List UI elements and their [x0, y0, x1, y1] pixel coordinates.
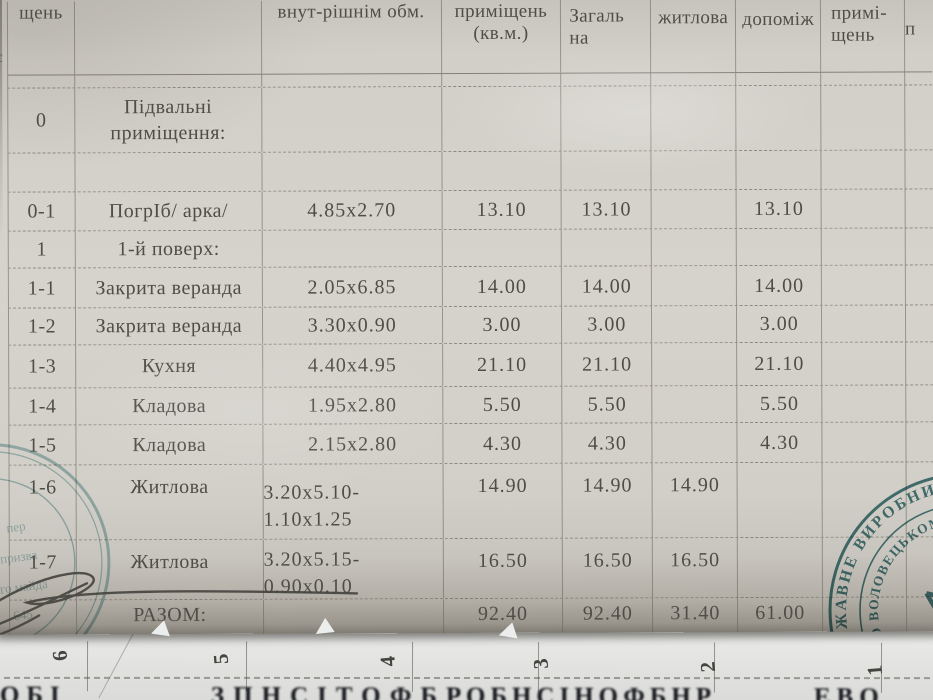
cell-total: 3.00 [562, 306, 653, 343]
cell-total: 14.00 [562, 266, 653, 306]
cell-living [652, 386, 738, 423]
table-row: 0 Підвальні приміщення: [7, 85, 933, 154]
cell-area: 14.90 [443, 463, 564, 539]
cell-room-name: 1-й поверх: [75, 230, 263, 268]
stamp-fragment: призва [0, 547, 38, 567]
cell-dimensions: 3.30х0.90 [262, 307, 443, 344]
cell-total: 5.50 [562, 386, 653, 423]
edge-character: є [0, 49, 3, 66]
cell-room-number: 0-1 [8, 192, 76, 231]
cell-room-number: 1-3 [9, 345, 77, 388]
cell-total: 21.10 [562, 343, 653, 386]
cell-dimensions: 3.20х5.10- 1.10х1.25 [263, 464, 444, 539]
cell-room-number: 1-2 [8, 308, 77, 345]
ruler-number: 3 [528, 657, 554, 670]
cell-room-number: 0 [8, 88, 76, 153]
cell-total: 13.10 [561, 190, 653, 229]
table-row: 1-5 Кладова 2.15х2.80 4.30 4.30 4.30 [8, 422, 933, 466]
cell-room-number: 1 [8, 231, 76, 268]
cell-area: 5.50 [442, 386, 563, 424]
cell-room-name: ПогрІб/ арка/ [75, 191, 263, 231]
totals-living: 31.40 [653, 598, 739, 635]
cell-living: 14.90 [652, 463, 739, 538]
cell-living [652, 423, 738, 463]
cell-dimensions: 4.85х2.70 [262, 191, 443, 230]
header-total-area: Загальна [561, 0, 652, 73]
ruler-number: 6 [47, 649, 73, 662]
document-sheet: є щень внут-рішнім обм. приміщень (кв.м.… [0, 0, 933, 635]
area-table: щень внут-рішнім обм. приміщень (кв.м.) … [6, 0, 933, 635]
cell-total: 4.30 [562, 423, 653, 463]
table-row: 1-6 Житлова 3.20х5.10- 1.10х1.25 14.90 14… [8, 462, 933, 541]
table-row: 1-1 Закрита веранда 2.05х6.85 14.00 14.0… [7, 265, 933, 309]
bottom-edge-text: ЕВО [813, 683, 885, 700]
header-inner-dimensions: внут-рішнім обм. [261, 0, 442, 74]
cell-auxiliary: 21.10 [737, 342, 823, 386]
cell-auxiliary: 13.10 [736, 189, 822, 229]
cell-dimensions: 1.95х2.80 [262, 387, 443, 424]
cell-room-name: Закрита веранда [75, 267, 263, 308]
cell-auxiliary: 14.00 [737, 265, 823, 306]
cell-living [652, 306, 738, 343]
cell-room-name: Підвальні приміщення: [75, 87, 263, 153]
header-room-number: щень [7, 1, 76, 75]
cell-room-number: 1-1 [8, 268, 76, 308]
cell-room-name: Закрита веранда [75, 307, 263, 345]
cell-dimensions: 4.40х4.95 [262, 344, 443, 387]
cell-living: 16.50 [653, 538, 739, 598]
ruler-tick [86, 641, 89, 692]
underlying-sheet: 6 5 4 3 2 1 ОБІ ЗПНСІТОФБР ОБНСІНОФБНР Е… [0, 628, 933, 700]
table-row [7, 150, 933, 193]
paper-crease [98, 628, 138, 699]
totals-total: 92.40 [563, 598, 654, 635]
cell-total: 14.90 [562, 463, 654, 538]
table-row: 1 1-й поверх: [7, 228, 933, 269]
header-rooms: примі-щень [821, 0, 906, 72]
cell-auxiliary: 5.50 [737, 385, 823, 423]
ruler-number: 4 [375, 655, 401, 668]
paper-tear [498, 620, 521, 639]
table-row: 1-4 Кладова 1.95х2.80 5.50 5.50 5.50 [8, 385, 933, 426]
cell-area: 14.00 [442, 266, 563, 307]
ruler-number: 1 [862, 664, 888, 677]
cell-area: 3.00 [442, 306, 563, 344]
ruler-number: 2 [695, 660, 721, 674]
cell-dimensions: 2.15х2.80 [263, 424, 444, 464]
cell-room-name: Кухня [76, 344, 263, 388]
table-row: 0-1 ПогрІб/ арка/ 4.85х2.70 13.10 13.10 … [7, 189, 933, 232]
signature [0, 571, 359, 635]
cell-auxiliary: 3.00 [737, 305, 823, 343]
table-row: 1-3 Кухня 4.40х4.95 21.10 21.10 21.10 [8, 342, 933, 389]
header-edge-partial: п [904, 18, 916, 40]
header-auxiliary-area: допоміж [736, 0, 822, 73]
bottom-edge-text: ОБНСІНОФБНР [465, 682, 717, 700]
header-area-sqm: приміщень (кв.м.) [441, 0, 562, 74]
ruler-dashed-line [0, 676, 933, 680]
table-header-row: щень внут-рішнім обм. приміщень (кв.м.) … [6, 0, 933, 76]
cell-living [652, 266, 738, 306]
photo-edge-shadow [0, 0, 3, 244]
stamp-fragment: пер [5, 518, 26, 535]
cell-living [652, 343, 738, 386]
official-stamp-right: ДЕРЖАВНЕ ВИРОБНИЧЕ ПІДПР ПО ВОЛОВЕЦЬКОМУ… [800, 445, 933, 635]
paper-tear [314, 617, 335, 634]
table-row: 1-2 Закрита веранда 3.30х0.90 3.00 3.00 … [7, 305, 933, 346]
cell-living [651, 190, 737, 229]
bottom-edge-text: ОБІ [0, 682, 67, 700]
paper-tear [151, 618, 172, 637]
ruler-number: 5 [208, 652, 234, 666]
cell-area: 4.30 [442, 423, 563, 464]
cell-total: 16.50 [563, 538, 654, 598]
cell-dimensions: 2.05х6.85 [262, 267, 443, 307]
trident-emblem [924, 568, 933, 635]
header-room-name [74, 0, 262, 75]
cell-area: 16.50 [443, 538, 564, 599]
cell-area: 21.10 [442, 343, 563, 387]
cell-area: 13.10 [442, 190, 563, 230]
bottom-edge-text: ЗПНСІТОФБР [210, 682, 471, 700]
header-living-area: житлова [651, 0, 737, 73]
